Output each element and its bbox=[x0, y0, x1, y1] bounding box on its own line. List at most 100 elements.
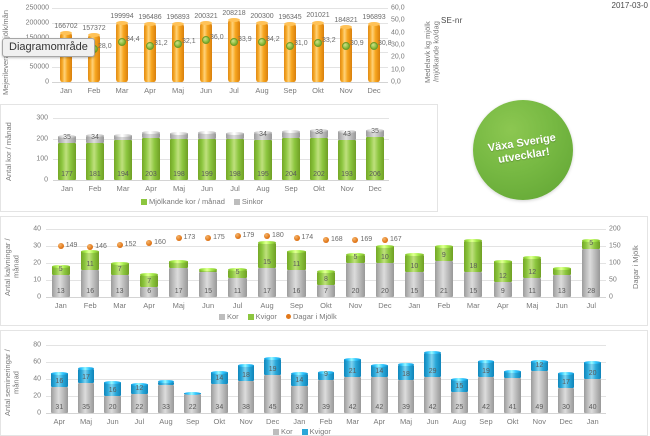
x-tick: Mar bbox=[113, 301, 127, 310]
dagar-i-mjolk-label: 149 bbox=[65, 242, 78, 250]
avg-yield-marker bbox=[202, 35, 210, 44]
bar-kor bbox=[451, 391, 468, 413]
bar-kvigor bbox=[397, 364, 415, 380]
gridline bbox=[52, 37, 388, 39]
x-tick: Okt bbox=[320, 301, 332, 310]
bar-segment-value: 43 bbox=[343, 131, 351, 139]
gridline bbox=[46, 345, 606, 346]
legend-label: Sinkor bbox=[241, 197, 264, 206]
x-tick: Mar bbox=[346, 417, 360, 426]
bar-kvigor bbox=[346, 254, 365, 263]
bar-segment-value: 42 bbox=[428, 404, 437, 411]
x-tick: Maj bbox=[171, 86, 185, 95]
avg-yield-label: 30,9 bbox=[350, 39, 364, 47]
x-tick: Apr bbox=[373, 417, 386, 426]
bar-kvigor bbox=[493, 261, 512, 282]
avg-yield-label: 32,1 bbox=[182, 38, 196, 46]
bar-kvigor bbox=[198, 269, 218, 272]
bar-kor bbox=[264, 374, 281, 413]
gridline bbox=[52, 8, 388, 9]
bar-kor bbox=[531, 371, 548, 413]
bar-mj-lkande-kor-m-nad bbox=[254, 139, 272, 180]
legend-swatch bbox=[247, 313, 254, 320]
avg-yield-label: 31,0 bbox=[294, 39, 308, 47]
y-tick: 0 bbox=[44, 176, 48, 184]
vaxa-sverige-badge: Växa Sverige utvecklar! bbox=[473, 100, 573, 200]
bar-segment-value: 17 bbox=[82, 374, 90, 382]
legend-item: Mjölkande kor / månad bbox=[141, 197, 225, 206]
bar-segment-value: 35 bbox=[82, 404, 90, 411]
bar-segment-value: 7 bbox=[147, 277, 152, 285]
y-tick: 200 bbox=[609, 225, 621, 233]
y-tick: 0 bbox=[37, 293, 41, 301]
x-tick: Maj bbox=[526, 301, 539, 310]
bar-kvigor bbox=[264, 358, 281, 375]
x-tick: Apr bbox=[144, 86, 156, 95]
y-tick: 100 bbox=[609, 259, 621, 267]
bar-segment-value: 42 bbox=[482, 404, 490, 411]
bar-sinkor bbox=[198, 132, 216, 139]
bar-segment-value: 16 bbox=[292, 288, 301, 295]
bar-sinkor bbox=[226, 133, 244, 140]
bar-segment-value: 14 bbox=[375, 368, 384, 376]
bar-segment-value: 5 bbox=[353, 254, 358, 261]
bar-kvigor bbox=[110, 263, 129, 275]
x-tick: Aug bbox=[452, 417, 466, 426]
bar-milk bbox=[200, 20, 212, 82]
dagar-i-mjolk-label: 168 bbox=[331, 235, 343, 243]
chart4-y-axis-label: Antal semineringar / månad bbox=[3, 349, 21, 417]
chart-inseminations-per-month: Antal semineringar / månad 31 16 35 17 20 16 2… bbox=[0, 330, 648, 436]
avg-yield-label: 34,2 bbox=[266, 35, 280, 43]
bar-mj-lkande-kor-m-nad bbox=[142, 138, 160, 180]
bar-kor bbox=[169, 268, 188, 297]
bar-value-label: 166702 bbox=[54, 22, 78, 30]
x-tick: Dec bbox=[368, 184, 382, 193]
legend-label: Kvigor bbox=[255, 312, 277, 321]
bar-kvigor bbox=[104, 382, 121, 396]
dagar-i-mjolk-marker bbox=[146, 239, 153, 246]
avg-yield-marker bbox=[370, 42, 378, 50]
x-tick: Sep bbox=[289, 301, 304, 310]
se-nr-label: SE-nr bbox=[441, 16, 463, 25]
bar-segment-value: 18 bbox=[242, 371, 250, 379]
bar-segment-value: 29 bbox=[428, 368, 437, 376]
dagar-i-mjolk-marker bbox=[205, 234, 212, 241]
x-tick: Apr bbox=[143, 301, 155, 310]
x-tick: Jan bbox=[293, 417, 306, 426]
bar-segment-value: 40 bbox=[588, 404, 597, 411]
bar-segment-value: 199 bbox=[201, 171, 213, 178]
avg-yield-label: 33,2 bbox=[322, 37, 336, 45]
bar-value-label: 157372 bbox=[82, 25, 106, 33]
y-tick: 20 bbox=[33, 259, 41, 267]
bar-segment-value: 41 bbox=[508, 404, 517, 411]
x-tick: Jul bbox=[134, 417, 145, 426]
bar-sinkor bbox=[310, 130, 328, 139]
bar-kvigor bbox=[523, 257, 542, 279]
x-tick: Jun bbox=[426, 417, 439, 426]
bar-kor bbox=[523, 278, 542, 297]
bar-kor bbox=[237, 380, 255, 413]
bar-kor bbox=[375, 263, 395, 297]
y-tick: 50 bbox=[609, 276, 617, 284]
bar-segment-value: 21 bbox=[439, 288, 448, 295]
chart4-plot-area: 31 16 35 17 20 16 22 12 33 22 34 14 38 18 45 19 32 14 39 9 4… bbox=[46, 345, 606, 414]
bar-milk bbox=[116, 20, 128, 82]
dagar-i-mjolk-label: 167 bbox=[389, 236, 402, 244]
x-tick: Feb bbox=[87, 86, 101, 95]
bar-value-label: 200321 bbox=[194, 12, 218, 20]
x-tick: Dec bbox=[559, 417, 573, 426]
chart2-legend: Mjölkande kor / månad Sinkor bbox=[141, 197, 263, 206]
x-tick: Aug bbox=[256, 184, 270, 193]
chart-calvings-per-month: Antal kalvningar / månad Dagar i Mjölk 1… bbox=[0, 216, 648, 326]
bar-kvigor bbox=[211, 372, 228, 385]
gridline bbox=[46, 362, 606, 363]
dagar-i-mjolk-marker bbox=[116, 242, 123, 249]
legend-label: Mjölkande kor / månad bbox=[149, 197, 225, 206]
bar-kor bbox=[198, 271, 218, 297]
bar-kor bbox=[557, 387, 575, 413]
bar-kvigor bbox=[552, 268, 571, 275]
y-tick: 50,0 bbox=[391, 16, 405, 24]
bar-segment-value: 39 bbox=[402, 404, 410, 411]
bar-segment-value: 35 bbox=[371, 128, 379, 136]
